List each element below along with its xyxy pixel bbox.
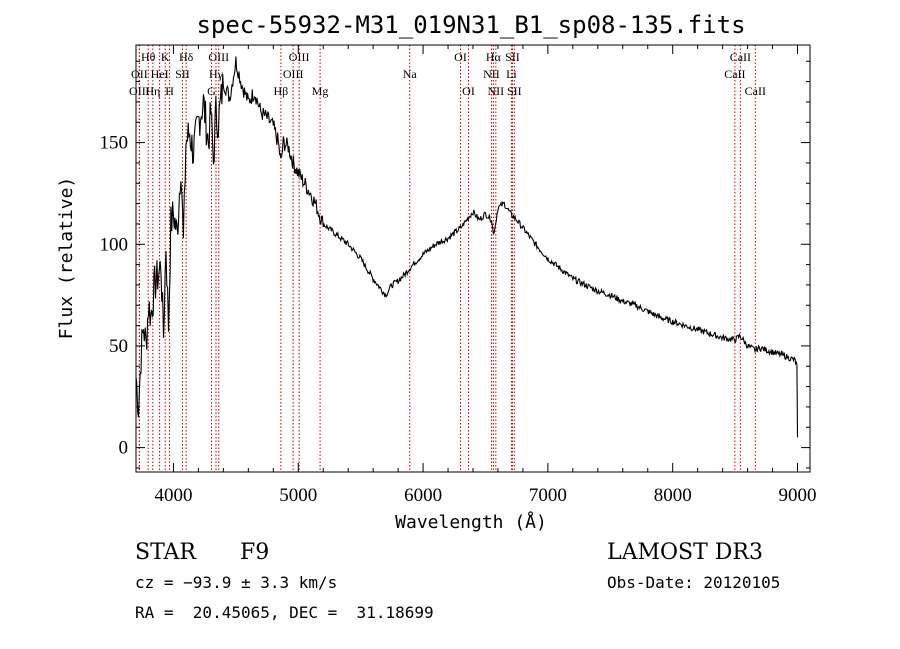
x-axis-ticks: 4000 5000 6000 7000 8000 9000 — [154, 45, 817, 506]
y-tick-label-2: 100 — [100, 234, 129, 255]
sky-coordinates: RA = 20.45065, DEC = 31.18699 — [135, 603, 434, 622]
marker-label-1: OII — [131, 67, 148, 81]
marker-label-13: OIII — [283, 67, 304, 81]
marker-label-18: OI — [462, 84, 475, 98]
y-tick-label-0: 0 — [119, 438, 129, 459]
marker-label-19: Hα — [486, 50, 502, 64]
marker-label-0: Hθ — [141, 50, 156, 64]
survey-name: LAMOST DR3 — [607, 540, 763, 565]
y-axis-ticks: 0 50 100 150 — [100, 60, 810, 469]
marker-label-21: NII — [488, 84, 505, 98]
marker-label-14: Hβ — [274, 84, 289, 98]
x-tick-label-1: 5000 — [279, 485, 317, 506]
marker-label-17: OI — [454, 50, 467, 64]
marker-label-15: Mg — [312, 84, 329, 98]
marker-label-8: H — [165, 84, 174, 98]
marker-label-16: Na — [403, 67, 418, 81]
chart-title: spec-55932-M31_019N31_B1_sp08-135.fits — [196, 11, 745, 39]
marker-label-6: Hδ — [179, 50, 194, 64]
marker-label-5: Hη — [145, 84, 160, 98]
marker-label-4: HeI — [151, 67, 169, 81]
marker-label-10: Hγ — [209, 67, 224, 81]
x-tick-label-4: 8000 — [654, 485, 692, 506]
flux-series-line — [135, 56, 799, 438]
x-tick-label-0: 4000 — [154, 485, 192, 506]
observation-date: Obs-Date: 20120105 — [607, 573, 781, 592]
spectral-subclass: F9 — [240, 540, 270, 565]
marker-label-25: CaII — [730, 50, 751, 64]
marker-label-11: G — [207, 84, 216, 98]
marker-label-27: CaII — [745, 84, 766, 98]
y-tick-label-3: 150 — [100, 133, 129, 154]
marker-label-7: SII — [175, 67, 190, 81]
marker-label-20: NII — [483, 67, 500, 81]
x-axis-label: Wavelength (Å) — [395, 511, 547, 533]
y-axis-label: Flux (relative) — [56, 177, 77, 340]
marker-label-9: OIII — [208, 50, 229, 64]
plot-frame — [135, 44, 811, 473]
x-tick-label-2: 6000 — [404, 485, 442, 506]
marker-label-2: OIII — [129, 84, 150, 98]
marker-label-12: OIII — [289, 50, 310, 64]
marker-label-22: SII — [505, 50, 520, 64]
marker-label-3: K — [161, 50, 170, 64]
marker-label-23: Li — [506, 67, 517, 81]
y-tick-label-1: 50 — [109, 336, 128, 357]
marker-label-24: SII — [507, 84, 522, 98]
marker-label-26: CaII — [724, 67, 745, 81]
object-class: STAR — [135, 540, 196, 565]
redshift-velocity: cz = −93.9 ± 3.3 km/s — [135, 573, 338, 592]
x-tick-label-5: 9000 — [779, 485, 817, 506]
spectral-line-markers — [138, 45, 756, 472]
x-tick-label-3: 7000 — [529, 485, 567, 506]
